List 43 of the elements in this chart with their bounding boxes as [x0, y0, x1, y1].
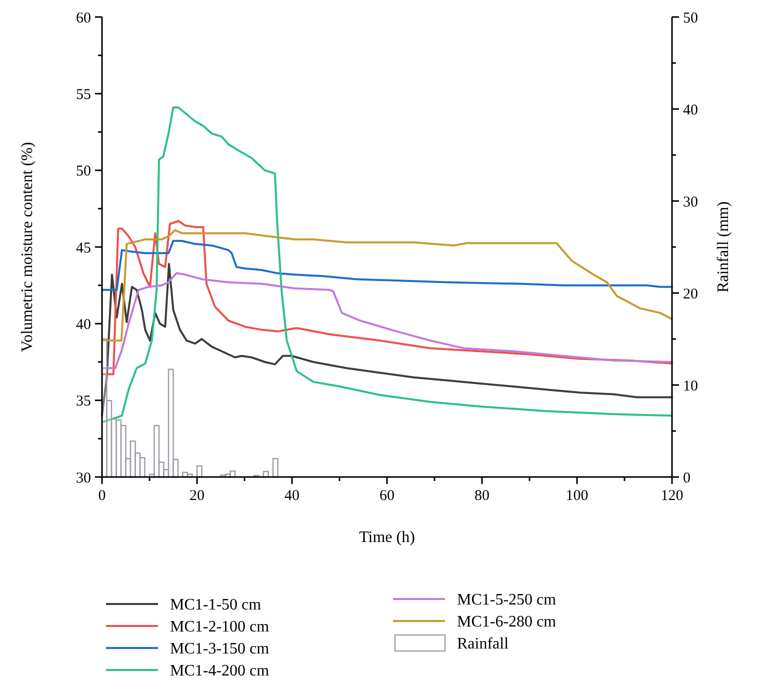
legend-label: MC1-5-250 cm: [457, 592, 557, 609]
line-series: [102, 220, 673, 376]
x-tick-label: 120: [660, 488, 684, 504]
y-tick-label: 35: [76, 394, 91, 410]
line-series: [101, 262, 673, 417]
legend-label: MC1-6-280 cm: [457, 614, 557, 631]
bar: [272, 458, 278, 478]
y-tick-label: 55: [76, 86, 91, 103]
line-series: [101, 240, 673, 291]
line-series: [102, 229, 673, 342]
bar: [139, 457, 146, 478]
y2-tick-label: 30: [683, 194, 698, 210]
line-series: [102, 106, 673, 423]
y-axis-title: Volumetric moisture content (%): [19, 142, 36, 352]
line-series: [102, 272, 673, 370]
x-tick-label: 0: [98, 488, 106, 504]
y2-tick-label: 50: [683, 10, 698, 26]
y-tick-label: 50: [76, 164, 91, 180]
y-tick-label: 40: [76, 316, 91, 333]
bar: [168, 368, 174, 478]
y-tick-label: 30: [76, 470, 91, 486]
bar: [172, 458, 179, 478]
y-tick-label: 45: [76, 240, 91, 256]
x-axis-title: Time (h): [359, 529, 415, 546]
y2-tick-label: 20: [683, 286, 698, 302]
x-tick-label: 20: [190, 488, 204, 504]
bar: [120, 424, 126, 478]
legend-label: Rainfall: [457, 636, 510, 653]
y2-axis-title: Rainfall (mm): [715, 201, 732, 293]
legend-label: MC1-1-50 cm: [170, 596, 262, 614]
y2-tick-label: 0: [683, 470, 690, 486]
y2-tick-label: 40: [683, 102, 698, 118]
x-tick-label: 40: [284, 488, 300, 504]
bar: [154, 424, 160, 478]
y-tick-label: 60: [76, 10, 91, 26]
legend-label: MC1-3-150 cm: [170, 640, 270, 658]
legend-label: MC1-2-100 cm: [170, 618, 270, 636]
x-tick-label: 60: [380, 488, 394, 504]
bar: [196, 465, 202, 478]
y2-tick-label: 10: [683, 378, 698, 394]
x-tick-label: 80: [474, 488, 490, 504]
x-tick-label: 100: [566, 488, 588, 504]
legend-label: MC1-4-200 cm: [170, 662, 270, 680]
